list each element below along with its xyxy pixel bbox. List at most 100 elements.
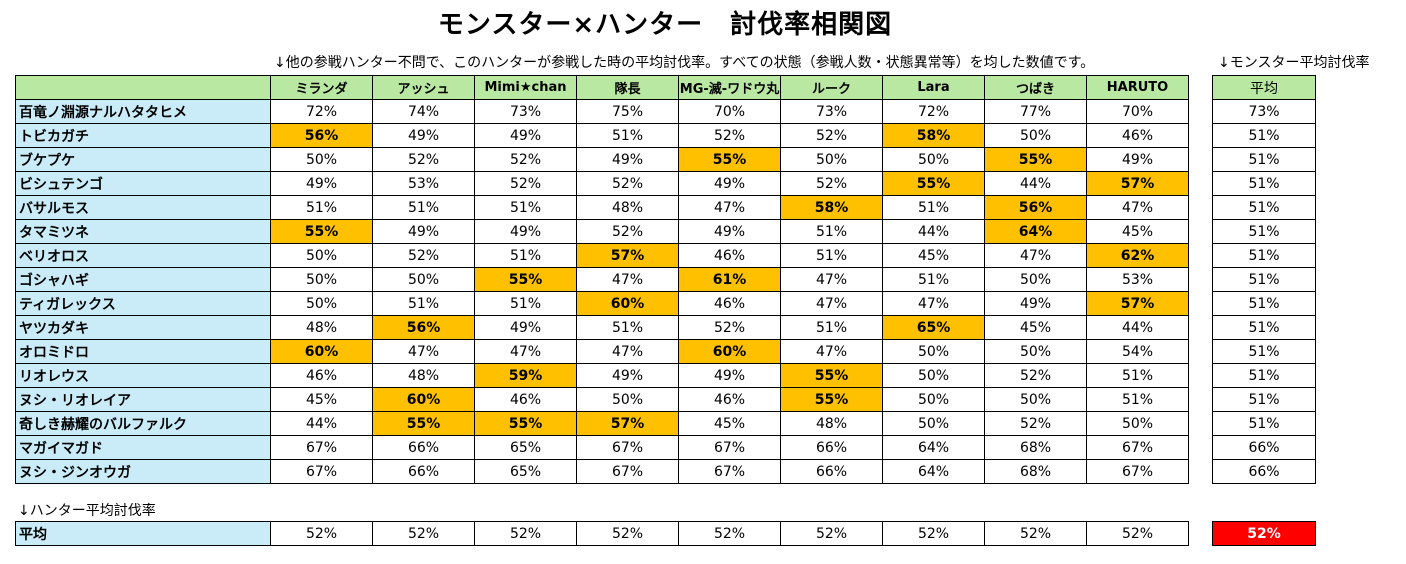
highlighted-rate-cell[interactable]: 55%: [882, 171, 985, 196]
highlighted-rate-cell[interactable]: 55%: [678, 147, 781, 172]
rate-cell[interactable]: 44%: [984, 171, 1087, 196]
rate-cell[interactable]: 73%: [474, 99, 577, 124]
rate-cell[interactable]: 49%: [678, 171, 781, 196]
monster-average-cell[interactable]: 51%: [1212, 267, 1316, 292]
hunter-average-cell[interactable]: 52%: [882, 521, 985, 546]
highlighted-rate-cell[interactable]: 60%: [270, 339, 373, 364]
monster-average-cell[interactable]: 51%: [1212, 363, 1316, 388]
rate-cell[interactable]: 72%: [882, 99, 985, 124]
rate-cell[interactable]: 50%: [984, 123, 1087, 148]
highlighted-rate-cell[interactable]: 56%: [372, 315, 475, 340]
rate-cell[interactable]: 48%: [576, 195, 679, 220]
hunter-average-cell[interactable]: 52%: [1086, 521, 1189, 546]
rate-cell[interactable]: 50%: [882, 147, 985, 172]
rate-cell[interactable]: 46%: [474, 387, 577, 412]
rate-cell[interactable]: 50%: [372, 267, 475, 292]
rate-cell[interactable]: 45%: [882, 243, 985, 268]
highlighted-rate-cell[interactable]: 60%: [678, 339, 781, 364]
monster-name-cell[interactable]: バサルモス: [15, 195, 271, 220]
monster-average-cell[interactable]: 51%: [1212, 291, 1316, 316]
rate-cell[interactable]: 47%: [984, 243, 1087, 268]
hunter-average-cell[interactable]: 52%: [474, 521, 577, 546]
rate-cell[interactable]: 52%: [984, 363, 1087, 388]
rate-cell[interactable]: 47%: [474, 339, 577, 364]
rate-cell[interactable]: 67%: [678, 435, 781, 460]
hunter-average-cell[interactable]: 52%: [576, 521, 679, 546]
rate-cell[interactable]: 51%: [1086, 387, 1189, 412]
rate-cell[interactable]: 66%: [372, 435, 475, 460]
rate-cell[interactable]: 50%: [270, 243, 373, 268]
rate-cell[interactable]: 75%: [576, 99, 679, 124]
hunter-header-cell[interactable]: Lara: [882, 75, 985, 100]
rate-cell[interactable]: 45%: [678, 411, 781, 436]
rate-cell[interactable]: 47%: [780, 267, 883, 292]
hunter-header-cell[interactable]: つばき: [984, 75, 1087, 100]
monster-name-cell[interactable]: ヌシ・ジンオウガ: [15, 459, 271, 484]
rate-cell[interactable]: 50%: [882, 411, 985, 436]
highlighted-rate-cell[interactable]: 55%: [984, 147, 1087, 172]
hunter-header-cell[interactable]: 隊長: [576, 75, 679, 100]
rate-cell[interactable]: 45%: [1086, 219, 1189, 244]
monster-average-cell[interactable]: 51%: [1212, 219, 1316, 244]
monster-name-cell[interactable]: マガイマガド: [15, 435, 271, 460]
rate-cell[interactable]: 47%: [678, 195, 781, 220]
rate-cell[interactable]: 46%: [270, 363, 373, 388]
monster-name-cell[interactable]: ビシュテンゴ: [15, 171, 271, 196]
monster-name-cell[interactable]: ティガレックス: [15, 291, 271, 316]
hunter-average-cell[interactable]: 52%: [270, 521, 373, 546]
rate-cell[interactable]: 52%: [576, 171, 679, 196]
highlighted-rate-cell[interactable]: 56%: [270, 123, 373, 148]
highlighted-rate-cell[interactable]: 58%: [780, 195, 883, 220]
rate-cell[interactable]: 44%: [882, 219, 985, 244]
highlighted-rate-cell[interactable]: 55%: [780, 363, 883, 388]
rate-cell[interactable]: 46%: [678, 291, 781, 316]
monster-name-cell[interactable]: 奇しき赫耀のバルファルク: [15, 411, 271, 436]
rate-cell[interactable]: 72%: [270, 99, 373, 124]
monster-average-cell[interactable]: 51%: [1212, 195, 1316, 220]
rate-cell[interactable]: 48%: [372, 363, 475, 388]
hunter-header-cell[interactable]: アッシュ: [372, 75, 475, 100]
rate-cell[interactable]: 50%: [984, 387, 1087, 412]
rate-cell[interactable]: 49%: [270, 171, 373, 196]
rate-cell[interactable]: 52%: [576, 219, 679, 244]
rate-cell[interactable]: 67%: [270, 459, 373, 484]
highlighted-rate-cell[interactable]: 62%: [1086, 243, 1189, 268]
rate-cell[interactable]: 51%: [372, 195, 475, 220]
highlighted-rate-cell[interactable]: 57%: [1086, 171, 1189, 196]
rate-cell[interactable]: 45%: [270, 387, 373, 412]
rate-cell[interactable]: 51%: [780, 219, 883, 244]
rate-cell[interactable]: 50%: [984, 339, 1087, 364]
rate-cell[interactable]: 70%: [1086, 99, 1189, 124]
hunter-header-cell[interactable]: ルーク: [780, 75, 883, 100]
highlighted-rate-cell[interactable]: 60%: [372, 387, 475, 412]
rate-cell[interactable]: 52%: [372, 147, 475, 172]
hunter-header-cell[interactable]: MG-滅-ワドウ丸: [678, 75, 781, 100]
rate-cell[interactable]: 51%: [270, 195, 373, 220]
rate-cell[interactable]: 49%: [576, 147, 679, 172]
highlighted-rate-cell[interactable]: 57%: [576, 411, 679, 436]
rate-cell[interactable]: 50%: [270, 291, 373, 316]
monster-name-cell[interactable]: リオレウス: [15, 363, 271, 388]
rate-cell[interactable]: 65%: [474, 459, 577, 484]
monster-name-cell[interactable]: ブケプケ: [15, 147, 271, 172]
rate-cell[interactable]: 67%: [1086, 459, 1189, 484]
rate-cell[interactable]: 70%: [678, 99, 781, 124]
rate-cell[interactable]: 47%: [1086, 195, 1189, 220]
rate-cell[interactable]: 77%: [984, 99, 1087, 124]
rate-cell[interactable]: 50%: [270, 147, 373, 172]
rate-cell[interactable]: 51%: [780, 243, 883, 268]
hunter-header-cell[interactable]: HARUTO: [1086, 75, 1189, 100]
rate-cell[interactable]: 51%: [474, 243, 577, 268]
rate-cell[interactable]: 50%: [576, 387, 679, 412]
rate-cell[interactable]: 50%: [882, 387, 985, 412]
rate-cell[interactable]: 67%: [270, 435, 373, 460]
monster-average-cell[interactable]: 51%: [1212, 243, 1316, 268]
highlighted-rate-cell[interactable]: 65%: [882, 315, 985, 340]
rate-cell[interactable]: 44%: [270, 411, 373, 436]
highlighted-rate-cell[interactable]: 55%: [474, 411, 577, 436]
rate-cell[interactable]: 51%: [372, 291, 475, 316]
rate-cell[interactable]: 49%: [474, 315, 577, 340]
rate-cell[interactable]: 49%: [372, 123, 475, 148]
rate-cell[interactable]: 52%: [678, 123, 781, 148]
rate-cell[interactable]: 54%: [1086, 339, 1189, 364]
